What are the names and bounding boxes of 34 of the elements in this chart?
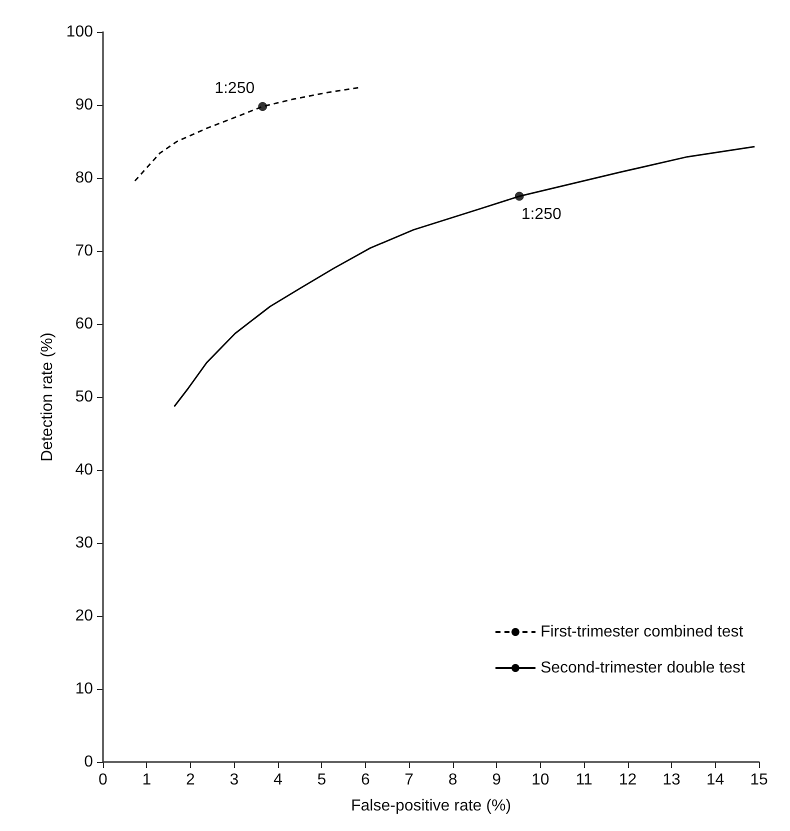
y-tick-label: 80 (75, 170, 94, 186)
x-tick-label: 7 (404, 772, 414, 788)
annotation: 1:250 (521, 206, 562, 223)
x-tick-label: 2 (186, 772, 196, 788)
x-tick-label: 8 (448, 772, 458, 788)
x-tick-label: 6 (360, 772, 370, 788)
y-tick-label: 0 (84, 754, 94, 770)
x-tick-label: 4 (273, 772, 282, 788)
y-tick-label: 60 (75, 316, 94, 332)
legend-label: First-trimester combined test (540, 624, 744, 640)
y-axis-title: Detection rate (%) (38, 332, 56, 462)
y-tick-label: 70 (75, 242, 94, 260)
x-tick-label: 11 (576, 772, 592, 788)
x-tick-label: 13 (662, 772, 681, 788)
annotation: 1:250 (214, 80, 255, 97)
x-axis-title: False-positive rate (%) (350, 798, 512, 814)
x-tick-label: 14 (706, 772, 724, 788)
y-tick-label: 40 (75, 462, 94, 478)
x-tick-label: 1 (142, 772, 152, 788)
x-tick-label: 3 (230, 772, 239, 788)
x-tick-label: 15 (750, 772, 768, 788)
x-tick-label: 9 (492, 772, 502, 788)
legend-label: Second-trimester double test (540, 660, 746, 676)
x-tick-label: 10 (531, 772, 550, 788)
x-tick-label: 12 (618, 772, 637, 788)
line-series (174, 146, 756, 408)
y-tick-label: 10 (75, 680, 94, 698)
y-tick-label: 20 (75, 608, 94, 624)
y-tick-label: 50 (75, 388, 94, 406)
x-tick-label: 5 (317, 772, 326, 788)
y-tick-label: 90 (75, 96, 94, 114)
x-tick-label: 0 (98, 772, 108, 788)
y-tick-label: 100 (66, 24, 94, 40)
y-tick-label: 30 (75, 534, 94, 552)
